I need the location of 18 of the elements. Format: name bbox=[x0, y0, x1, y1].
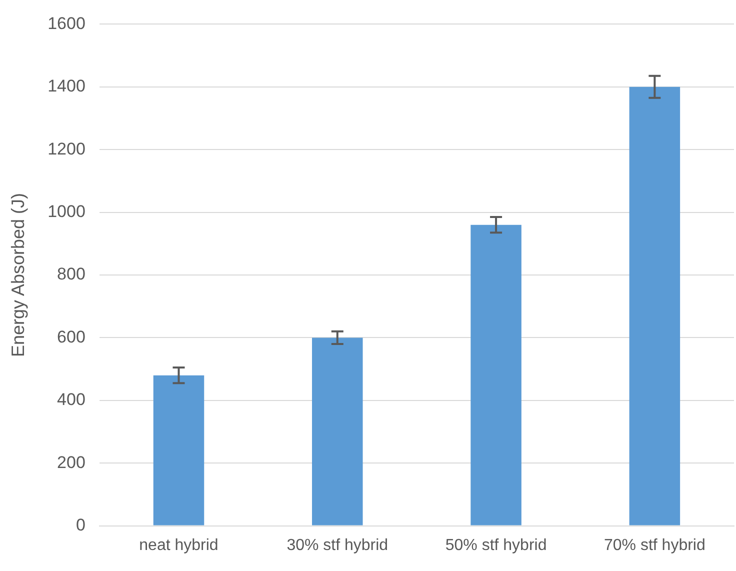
bar bbox=[470, 224, 522, 526]
x-tick-label: neat hybrid bbox=[139, 536, 218, 554]
y-tick-label: 800 bbox=[57, 264, 86, 284]
bar bbox=[312, 338, 363, 526]
x-tick-label: 30% stf hybrid bbox=[286, 536, 388, 554]
y-tick-label: 200 bbox=[57, 452, 86, 472]
x-tick-label: 50% stf hybrid bbox=[445, 536, 547, 554]
y-tick-label: 1200 bbox=[48, 139, 86, 158]
x-tick-label: 70% stf hybrid bbox=[604, 536, 706, 554]
y-axis-title: Energy Absorbed (J) bbox=[8, 192, 28, 358]
y-tick-label: 1400 bbox=[48, 76, 86, 96]
y-tick-label: 1000 bbox=[48, 202, 86, 221]
y-tick-label: 400 bbox=[57, 390, 86, 410]
bar bbox=[629, 86, 680, 526]
bar bbox=[153, 375, 204, 526]
y-tick-label: 0 bbox=[76, 515, 86, 534]
y-tick-label: 600 bbox=[57, 327, 86, 346]
y-tick-label: 1600 bbox=[48, 14, 86, 33]
